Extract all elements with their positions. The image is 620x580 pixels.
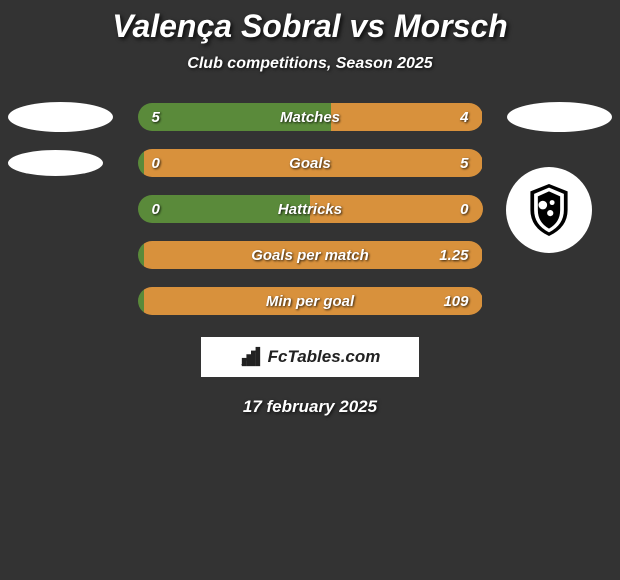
date-label: 17 february 2025 [0,397,620,417]
left-value: 5 [152,109,160,126]
right-value: 0 [460,201,468,218]
left-team-ellipse [8,150,103,176]
left-value: 0 [152,201,160,218]
left-team-ellipse [8,102,113,132]
stats-list: 5 Matches 4 0 Goals 5 0 Hattricks 0 Goals per ma… [0,103,620,315]
stat-bar: 5 Matches 4 [138,103,483,131]
chart-icon [240,346,262,368]
shield-icon [518,179,580,241]
bar-labels: 5 Matches 4 [138,103,483,131]
right-value: 1.25 [439,247,468,264]
stat-label: Goals [289,155,331,172]
right-team-ellipse [507,102,612,132]
page-title: Valença Sobral vs Morsch [0,8,620,45]
stat-bar: 0 Hattricks 0 [138,195,483,223]
stat-row: 0 Hattricks 0 [0,195,620,223]
stat-row: Min per goal 109 [0,287,620,315]
stat-bar: Goals per match 1.25 [138,241,483,269]
stat-row: Goals per match 1.25 [0,241,620,269]
left-value: 0 [152,155,160,172]
stat-label: Matches [280,109,340,126]
right-value: 109 [443,293,468,310]
stat-label: Goals per match [251,247,369,264]
stat-label: Min per goal [266,293,354,310]
stat-row: 5 Matches 4 [0,103,620,131]
brand-text: FcTables.com [268,347,381,367]
brand-box[interactable]: FcTables.com [201,337,419,377]
comparison-container: Valença Sobral vs Morsch Club competitio… [0,0,620,417]
stat-bar: 0 Goals 5 [138,149,483,177]
stat-bar: Min per goal 109 [138,287,483,315]
bar-labels: 0 Goals 5 [138,149,483,177]
right-value: 5 [460,155,468,172]
subtitle: Club competitions, Season 2025 [0,55,620,73]
bar-labels: Min per goal 109 [138,287,483,315]
bar-labels: 0 Hattricks 0 [138,195,483,223]
right-value: 4 [460,109,468,126]
bar-labels: Goals per match 1.25 [138,241,483,269]
stat-label: Hattricks [278,201,342,218]
